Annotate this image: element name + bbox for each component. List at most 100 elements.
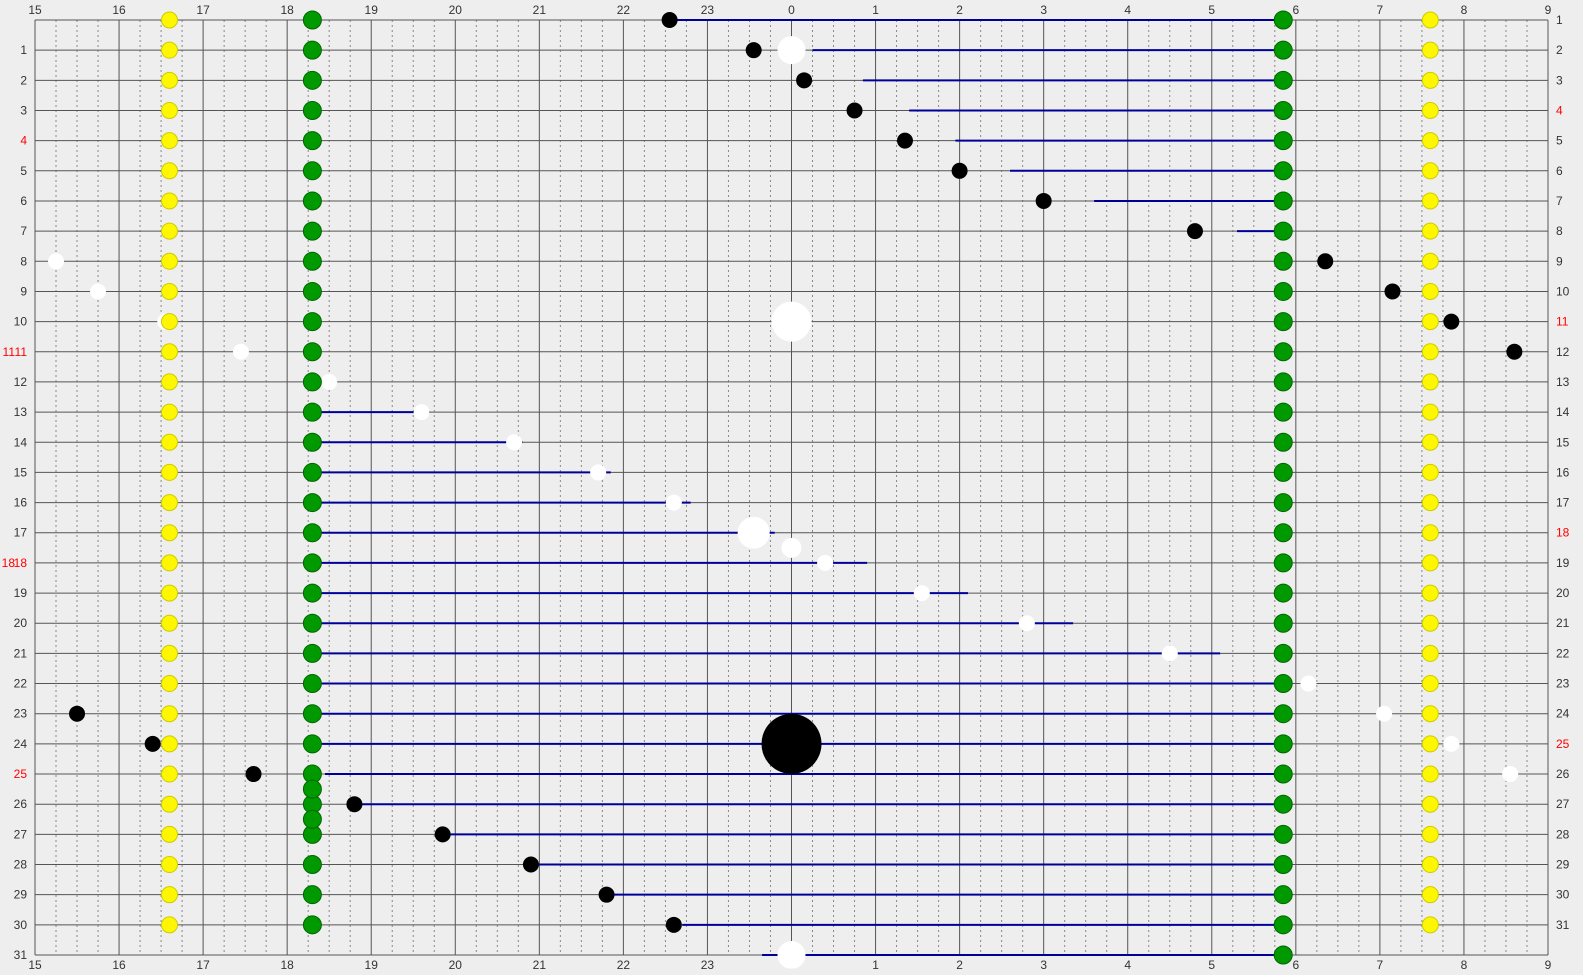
ylabel-left: 19 — [14, 586, 28, 600]
ylabel-left: 17 — [14, 526, 28, 540]
white-blob — [772, 302, 812, 342]
green-marker — [303, 494, 321, 512]
yellow-marker — [161, 615, 177, 631]
yellow-marker — [1422, 525, 1438, 541]
ylabel-left: 6 — [20, 194, 27, 208]
ylabel-left-dup: 11 — [3, 345, 16, 359]
green-marker — [1274, 644, 1292, 662]
green-marker — [1274, 735, 1292, 753]
black-dot — [1187, 223, 1203, 239]
yellow-marker — [1422, 374, 1438, 390]
ylabel-right: 7 — [1556, 194, 1563, 208]
ylabel-left: 10 — [14, 315, 28, 329]
ylabel-left: 14 — [14, 435, 28, 449]
white-blob — [778, 36, 806, 64]
ylabel-left: 23 — [14, 707, 28, 721]
yellow-marker — [1422, 102, 1438, 118]
yellow-marker — [1422, 404, 1438, 420]
ylabel-right: 12 — [1556, 345, 1570, 359]
yellow-marker — [1422, 585, 1438, 601]
green-marker — [1274, 705, 1292, 723]
green-marker — [303, 71, 321, 89]
ylabel-left: 31 — [14, 948, 28, 962]
yellow-marker — [161, 766, 177, 782]
white-dot — [506, 434, 522, 450]
yellow-marker — [161, 706, 177, 722]
green-marker — [303, 101, 321, 119]
yellow-marker — [1422, 766, 1438, 782]
yellow-marker — [1422, 283, 1438, 299]
xlabel-top: 18 — [280, 3, 294, 17]
green-marker — [303, 222, 321, 240]
ylabel-left: 5 — [20, 164, 27, 178]
black-dot — [847, 102, 863, 118]
yellow-marker — [1422, 253, 1438, 269]
ylabel-right: 20 — [1556, 586, 1570, 600]
xlabel-top: 9 — [1545, 3, 1552, 17]
ylabel-left: 30 — [14, 918, 28, 932]
white-dot — [414, 404, 430, 420]
ylabel-left: 12 — [14, 375, 28, 389]
green-marker — [1274, 614, 1292, 632]
ylabel-right: 9 — [1556, 254, 1563, 268]
white-dot — [666, 495, 682, 511]
ylabel-right: 27 — [1556, 797, 1570, 811]
green-marker — [303, 192, 321, 210]
yellow-marker — [161, 525, 177, 541]
yellow-marker — [161, 404, 177, 420]
yellow-marker — [161, 585, 177, 601]
black-dot — [1036, 193, 1052, 209]
black-dot — [69, 706, 85, 722]
green-marker — [1274, 675, 1292, 693]
green-marker — [1274, 11, 1292, 29]
black-dot — [662, 12, 678, 28]
white-blob — [778, 941, 806, 969]
yellow-marker — [1422, 193, 1438, 209]
ylabel-right: 26 — [1556, 767, 1570, 781]
ylabel-left: 20 — [14, 616, 28, 630]
xlabel-bottom: 2 — [956, 958, 963, 972]
yellow-marker — [1422, 495, 1438, 511]
yellow-marker — [161, 857, 177, 873]
green-marker — [303, 916, 321, 934]
ylabel-left: 8 — [20, 254, 27, 268]
yellow-marker — [1422, 706, 1438, 722]
green-marker — [1274, 192, 1292, 210]
yellow-marker — [1422, 42, 1438, 58]
green-marker — [1274, 41, 1292, 59]
yellow-marker — [1422, 826, 1438, 842]
ylabel-right: 19 — [1556, 556, 1570, 570]
ylabel-right: 16 — [1556, 465, 1570, 479]
yellow-marker — [1422, 736, 1438, 752]
green-marker — [1274, 373, 1292, 391]
white-dot — [90, 283, 106, 299]
yellow-marker — [161, 42, 177, 58]
black-dot — [346, 796, 362, 812]
green-marker — [1274, 554, 1292, 572]
ylabel-right: 17 — [1556, 496, 1570, 510]
yellow-marker — [161, 283, 177, 299]
ylabel-right: 23 — [1556, 677, 1570, 691]
ylabel-left: 9 — [20, 284, 27, 298]
green-marker — [1274, 101, 1292, 119]
green-marker — [303, 162, 321, 180]
green-marker-extra — [303, 810, 321, 828]
green-marker — [303, 433, 321, 451]
green-marker — [303, 705, 321, 723]
yellow-marker — [161, 495, 177, 511]
xlabel-top: 22 — [617, 3, 631, 17]
yellow-marker — [1422, 857, 1438, 873]
yellow-marker — [161, 72, 177, 88]
green-marker — [1274, 343, 1292, 361]
ylabel-left: 11 — [15, 345, 28, 359]
xlabel-top: 2 — [956, 3, 963, 17]
xlabel-top: 21 — [533, 3, 547, 17]
green-marker — [1274, 856, 1292, 874]
green-marker — [1274, 222, 1292, 240]
ylabel-left: 3 — [20, 103, 27, 117]
ylabel-right: 15 — [1556, 435, 1570, 449]
green-marker — [1274, 282, 1292, 300]
ylabel-left: 16 — [14, 496, 28, 510]
ylabel-right: 10 — [1556, 284, 1570, 298]
green-marker — [303, 886, 321, 904]
